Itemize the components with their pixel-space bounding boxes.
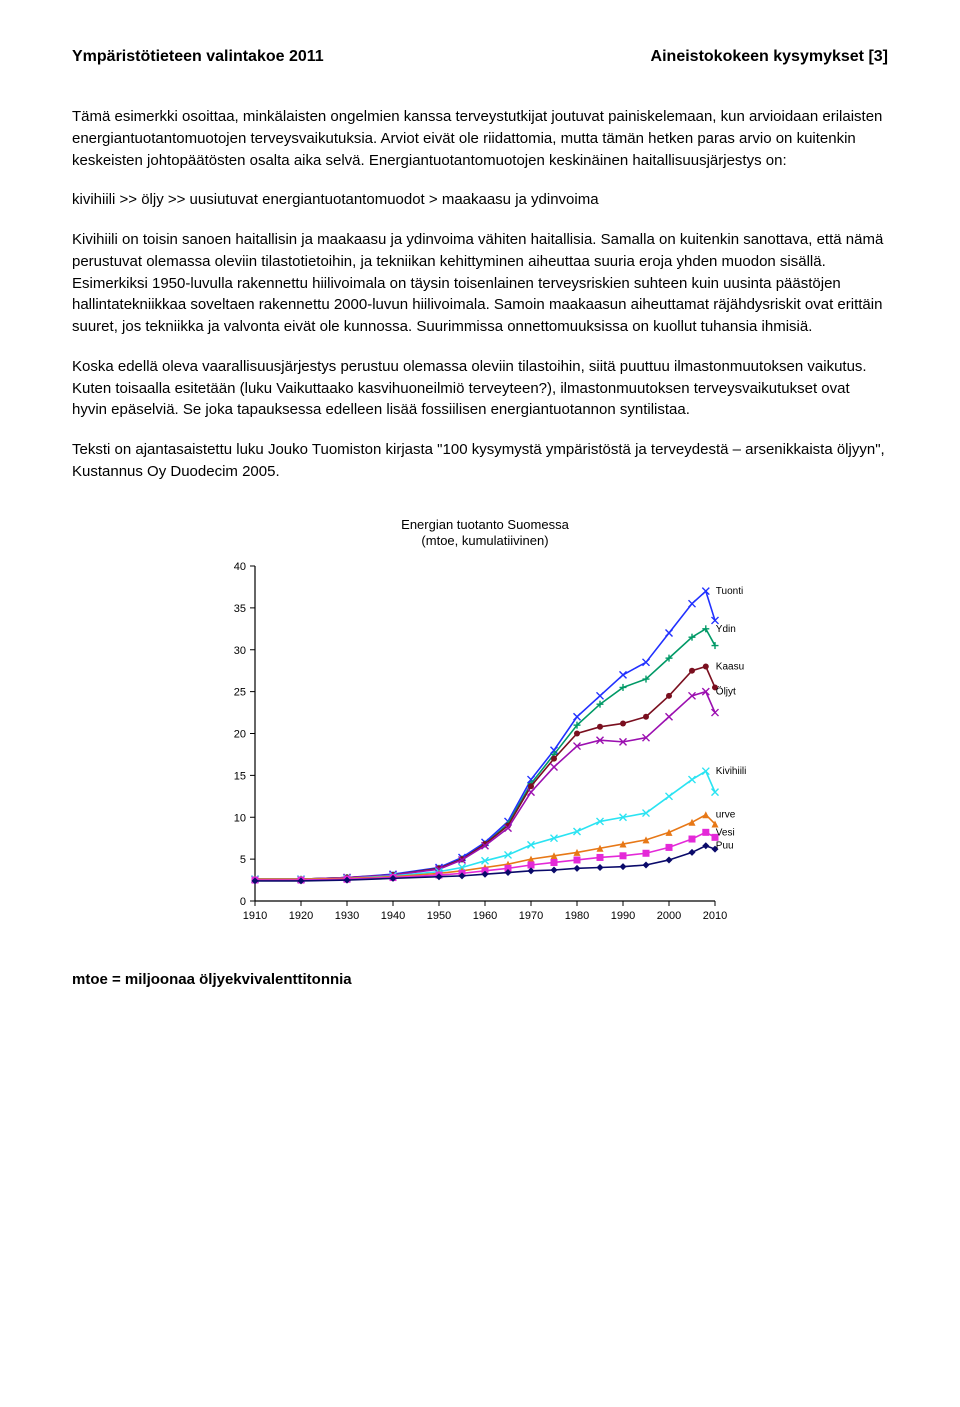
- svg-text:Energian tuotanto Suomessa: Energian tuotanto Suomessa: [401, 517, 569, 532]
- svg-text:1940: 1940: [381, 910, 405, 922]
- paragraph-1: Tämä esimerkki osoittaa, minkälaisten on…: [72, 106, 888, 171]
- body-text: Tämä esimerkki osoittaa, minkälaisten on…: [72, 106, 888, 483]
- svg-text:40: 40: [234, 561, 246, 573]
- svg-text:5: 5: [240, 854, 246, 866]
- page-header: Ympäristötieteen valintakoe 2011 Aineist…: [72, 48, 888, 66]
- paragraph-2: kivihiili >> öljy >> uusiutuvat energian…: [72, 189, 888, 211]
- energy-chart: Energian tuotanto Suomessa(mtoe, kumulat…: [200, 511, 760, 931]
- svg-text:1970: 1970: [519, 910, 543, 922]
- svg-text:Ydin: Ydin: [716, 623, 736, 634]
- svg-text:(mtoe, kumulatiivinen): (mtoe, kumulatiivinen): [421, 533, 548, 548]
- svg-text:20: 20: [234, 728, 246, 740]
- paragraph-5: Teksti on ajantasaistettu luku Jouko Tuo…: [72, 439, 888, 483]
- svg-text:1980: 1980: [565, 910, 589, 922]
- svg-text:1910: 1910: [243, 910, 267, 922]
- svg-text:Tuonti: Tuonti: [716, 586, 743, 597]
- svg-text:35: 35: [234, 602, 246, 614]
- svg-text:0: 0: [240, 896, 246, 908]
- svg-text:1960: 1960: [473, 910, 497, 922]
- svg-text:15: 15: [234, 770, 246, 782]
- svg-text:1920: 1920: [289, 910, 313, 922]
- svg-text:1930: 1930: [335, 910, 359, 922]
- footnote: mtoe = miljoonaa öljyekvivalenttitonnia: [72, 971, 888, 988]
- svg-text:2000: 2000: [657, 910, 681, 922]
- svg-text:10: 10: [234, 812, 246, 824]
- svg-text:Kaasu: Kaasu: [716, 661, 744, 672]
- header-left: Ympäristötieteen valintakoe 2011: [72, 48, 324, 66]
- chart-container: Energian tuotanto Suomessa(mtoe, kumulat…: [72, 511, 888, 931]
- svg-text:30: 30: [234, 644, 246, 656]
- svg-text:urve: urve: [716, 809, 736, 820]
- svg-text:Öljyt: Öljyt: [716, 685, 736, 697]
- header-right: Aineistokokeen kysymykset [3]: [651, 48, 888, 66]
- svg-text:Puu: Puu: [716, 840, 734, 851]
- svg-text:Vesi: Vesi: [716, 827, 735, 838]
- svg-text:1990: 1990: [611, 910, 635, 922]
- paragraph-3: Kivihiili on toisin sanoen haitallisin j…: [72, 229, 888, 338]
- svg-text:2010: 2010: [703, 910, 727, 922]
- paragraph-4: Koska edellä oleva vaarallisuusjärjestys…: [72, 356, 888, 421]
- svg-text:25: 25: [234, 686, 246, 698]
- svg-text:Kivihiili: Kivihiili: [716, 766, 747, 777]
- svg-text:1950: 1950: [427, 910, 451, 922]
